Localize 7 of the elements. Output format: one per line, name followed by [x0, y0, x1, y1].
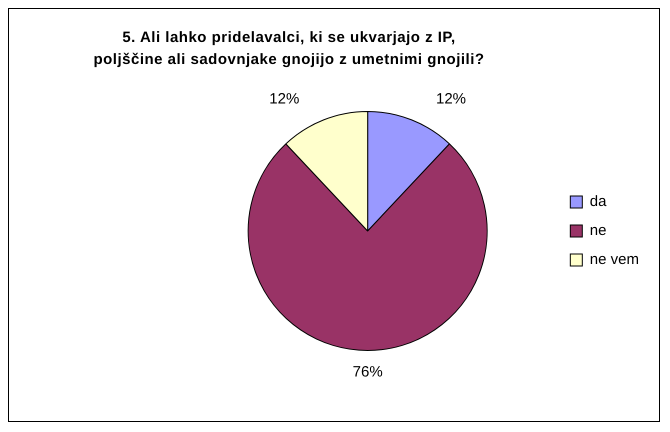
data-label: 12%: [269, 90, 300, 108]
legend-label: da: [590, 193, 608, 210]
legend-label: ne vem: [590, 251, 640, 268]
data-label: 12%: [436, 90, 466, 108]
data-label: 76%: [352, 364, 383, 381]
chart-title: 5. Ali lahko pridelavalci, ki se ukvarjajo z IP, poljščine ali sadovnjake gnojijo z umetnimi gnojili?: [92, 28, 486, 70]
legend-label: ne: [590, 222, 606, 240]
